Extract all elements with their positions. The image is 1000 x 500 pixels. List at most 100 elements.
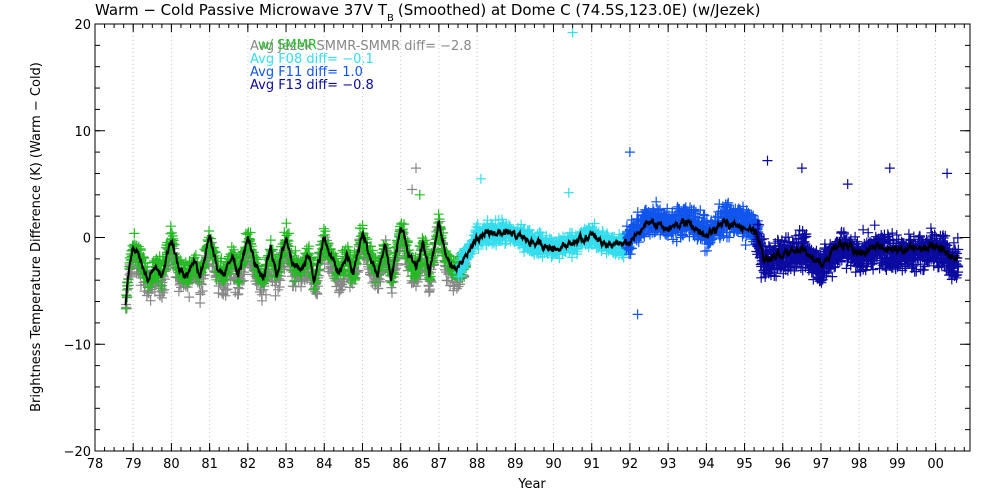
y-tick-label: 20 <box>74 18 91 33</box>
data-point <box>196 278 207 289</box>
x-tick-label: 82 <box>240 457 257 472</box>
data-point <box>309 284 320 294</box>
data-point <box>204 226 215 236</box>
y-axis-label: Brightness Temperature Difference (K) (W… <box>29 62 44 412</box>
x-tick-label: 94 <box>698 457 715 472</box>
data-point <box>261 289 271 300</box>
data-point <box>232 275 243 286</box>
data-point <box>165 221 176 232</box>
x-axis-label: Year <box>517 477 546 492</box>
legend-overlap-text: w/ SMMR <box>258 38 317 53</box>
data-point <box>290 245 301 256</box>
data-point <box>234 277 245 287</box>
y-tick-label: 10 <box>74 125 91 140</box>
data-point <box>310 278 321 289</box>
x-tick-label: 79 <box>125 457 142 472</box>
data-point <box>139 253 150 264</box>
title-subscript: B <box>387 13 394 24</box>
data-point <box>145 295 156 306</box>
data-point <box>218 276 229 287</box>
x-tick-label: 97 <box>813 457 830 472</box>
data-point <box>453 281 464 292</box>
data-point <box>129 228 140 239</box>
x-tick-label: 90 <box>545 457 562 472</box>
x-tick-label: 91 <box>583 457 600 472</box>
data-point <box>233 289 244 299</box>
y-tick-label: −20 <box>64 445 91 460</box>
outlier-point <box>762 155 773 166</box>
outlier-point <box>414 189 425 200</box>
data-point <box>349 275 360 285</box>
data-point <box>142 282 153 293</box>
x-tick-label: 84 <box>316 457 333 472</box>
x-tick-label: 85 <box>354 457 371 472</box>
data-point <box>724 232 735 243</box>
data-point <box>312 289 323 300</box>
x-tick-label: 99 <box>889 457 906 472</box>
data-point <box>301 243 312 254</box>
outlier-layer <box>407 27 953 320</box>
data-point <box>195 298 206 308</box>
data-point <box>371 277 381 288</box>
x-tick-label: 81 <box>201 457 218 472</box>
outlier-point <box>624 147 635 158</box>
chart-title: Warm − Cold Passive Microwave 37V TB (Smo… <box>95 1 760 24</box>
data-point <box>184 292 195 303</box>
data-point <box>367 245 378 256</box>
outlier-point <box>563 187 574 198</box>
outlier-point <box>842 179 853 190</box>
y-tick-label: −10 <box>64 338 91 353</box>
x-tick-label: 83 <box>278 457 295 472</box>
legend-entry: Avg F13 diff= −0.8 <box>250 78 374 93</box>
data-point <box>270 290 281 301</box>
data-point <box>246 241 257 252</box>
data-point <box>173 286 184 297</box>
data-point <box>320 226 331 237</box>
x-tick-label: 95 <box>736 457 753 472</box>
outlier-point <box>884 163 895 174</box>
data-point <box>216 253 227 264</box>
data-point <box>357 220 368 231</box>
data-point <box>903 229 914 240</box>
data-point <box>220 290 231 301</box>
x-tick-label: 86 <box>392 457 409 472</box>
x-tick-label: 92 <box>622 457 639 472</box>
outlier-point <box>475 173 486 184</box>
data-point <box>869 220 880 231</box>
x-tick-label: 89 <box>507 457 524 472</box>
data-point <box>336 284 347 295</box>
data-point <box>343 245 354 256</box>
data-point <box>387 288 397 298</box>
series-layer <box>120 196 964 314</box>
data-point <box>222 284 233 295</box>
outlier-point <box>567 27 578 38</box>
x-tick-label: 00 <box>927 457 944 472</box>
data-point <box>268 249 279 260</box>
outlier-point <box>632 309 643 320</box>
data-point <box>318 223 329 234</box>
x-tick-label: 93 <box>660 457 677 472</box>
data-point <box>338 270 349 281</box>
data-point <box>392 250 402 261</box>
data-point <box>375 276 386 287</box>
data-point <box>424 284 435 295</box>
x-tick-label: 96 <box>774 457 791 472</box>
outlier-point <box>407 184 418 195</box>
x-tick-label: 98 <box>851 457 868 472</box>
data-point <box>454 279 465 290</box>
data-point <box>433 209 444 220</box>
data-point <box>190 250 201 261</box>
data-point <box>229 247 240 258</box>
data-point <box>238 269 249 280</box>
data-point <box>281 218 292 229</box>
data-point <box>120 303 131 314</box>
data-point <box>296 281 306 292</box>
data-point <box>265 235 276 246</box>
data-point <box>245 227 256 238</box>
x-tick-label: 88 <box>469 457 486 472</box>
data-point <box>197 286 208 296</box>
x-tick-label: 87 <box>431 457 448 472</box>
x-tick-label: 80 <box>163 457 180 472</box>
outlier-point <box>411 163 421 174</box>
